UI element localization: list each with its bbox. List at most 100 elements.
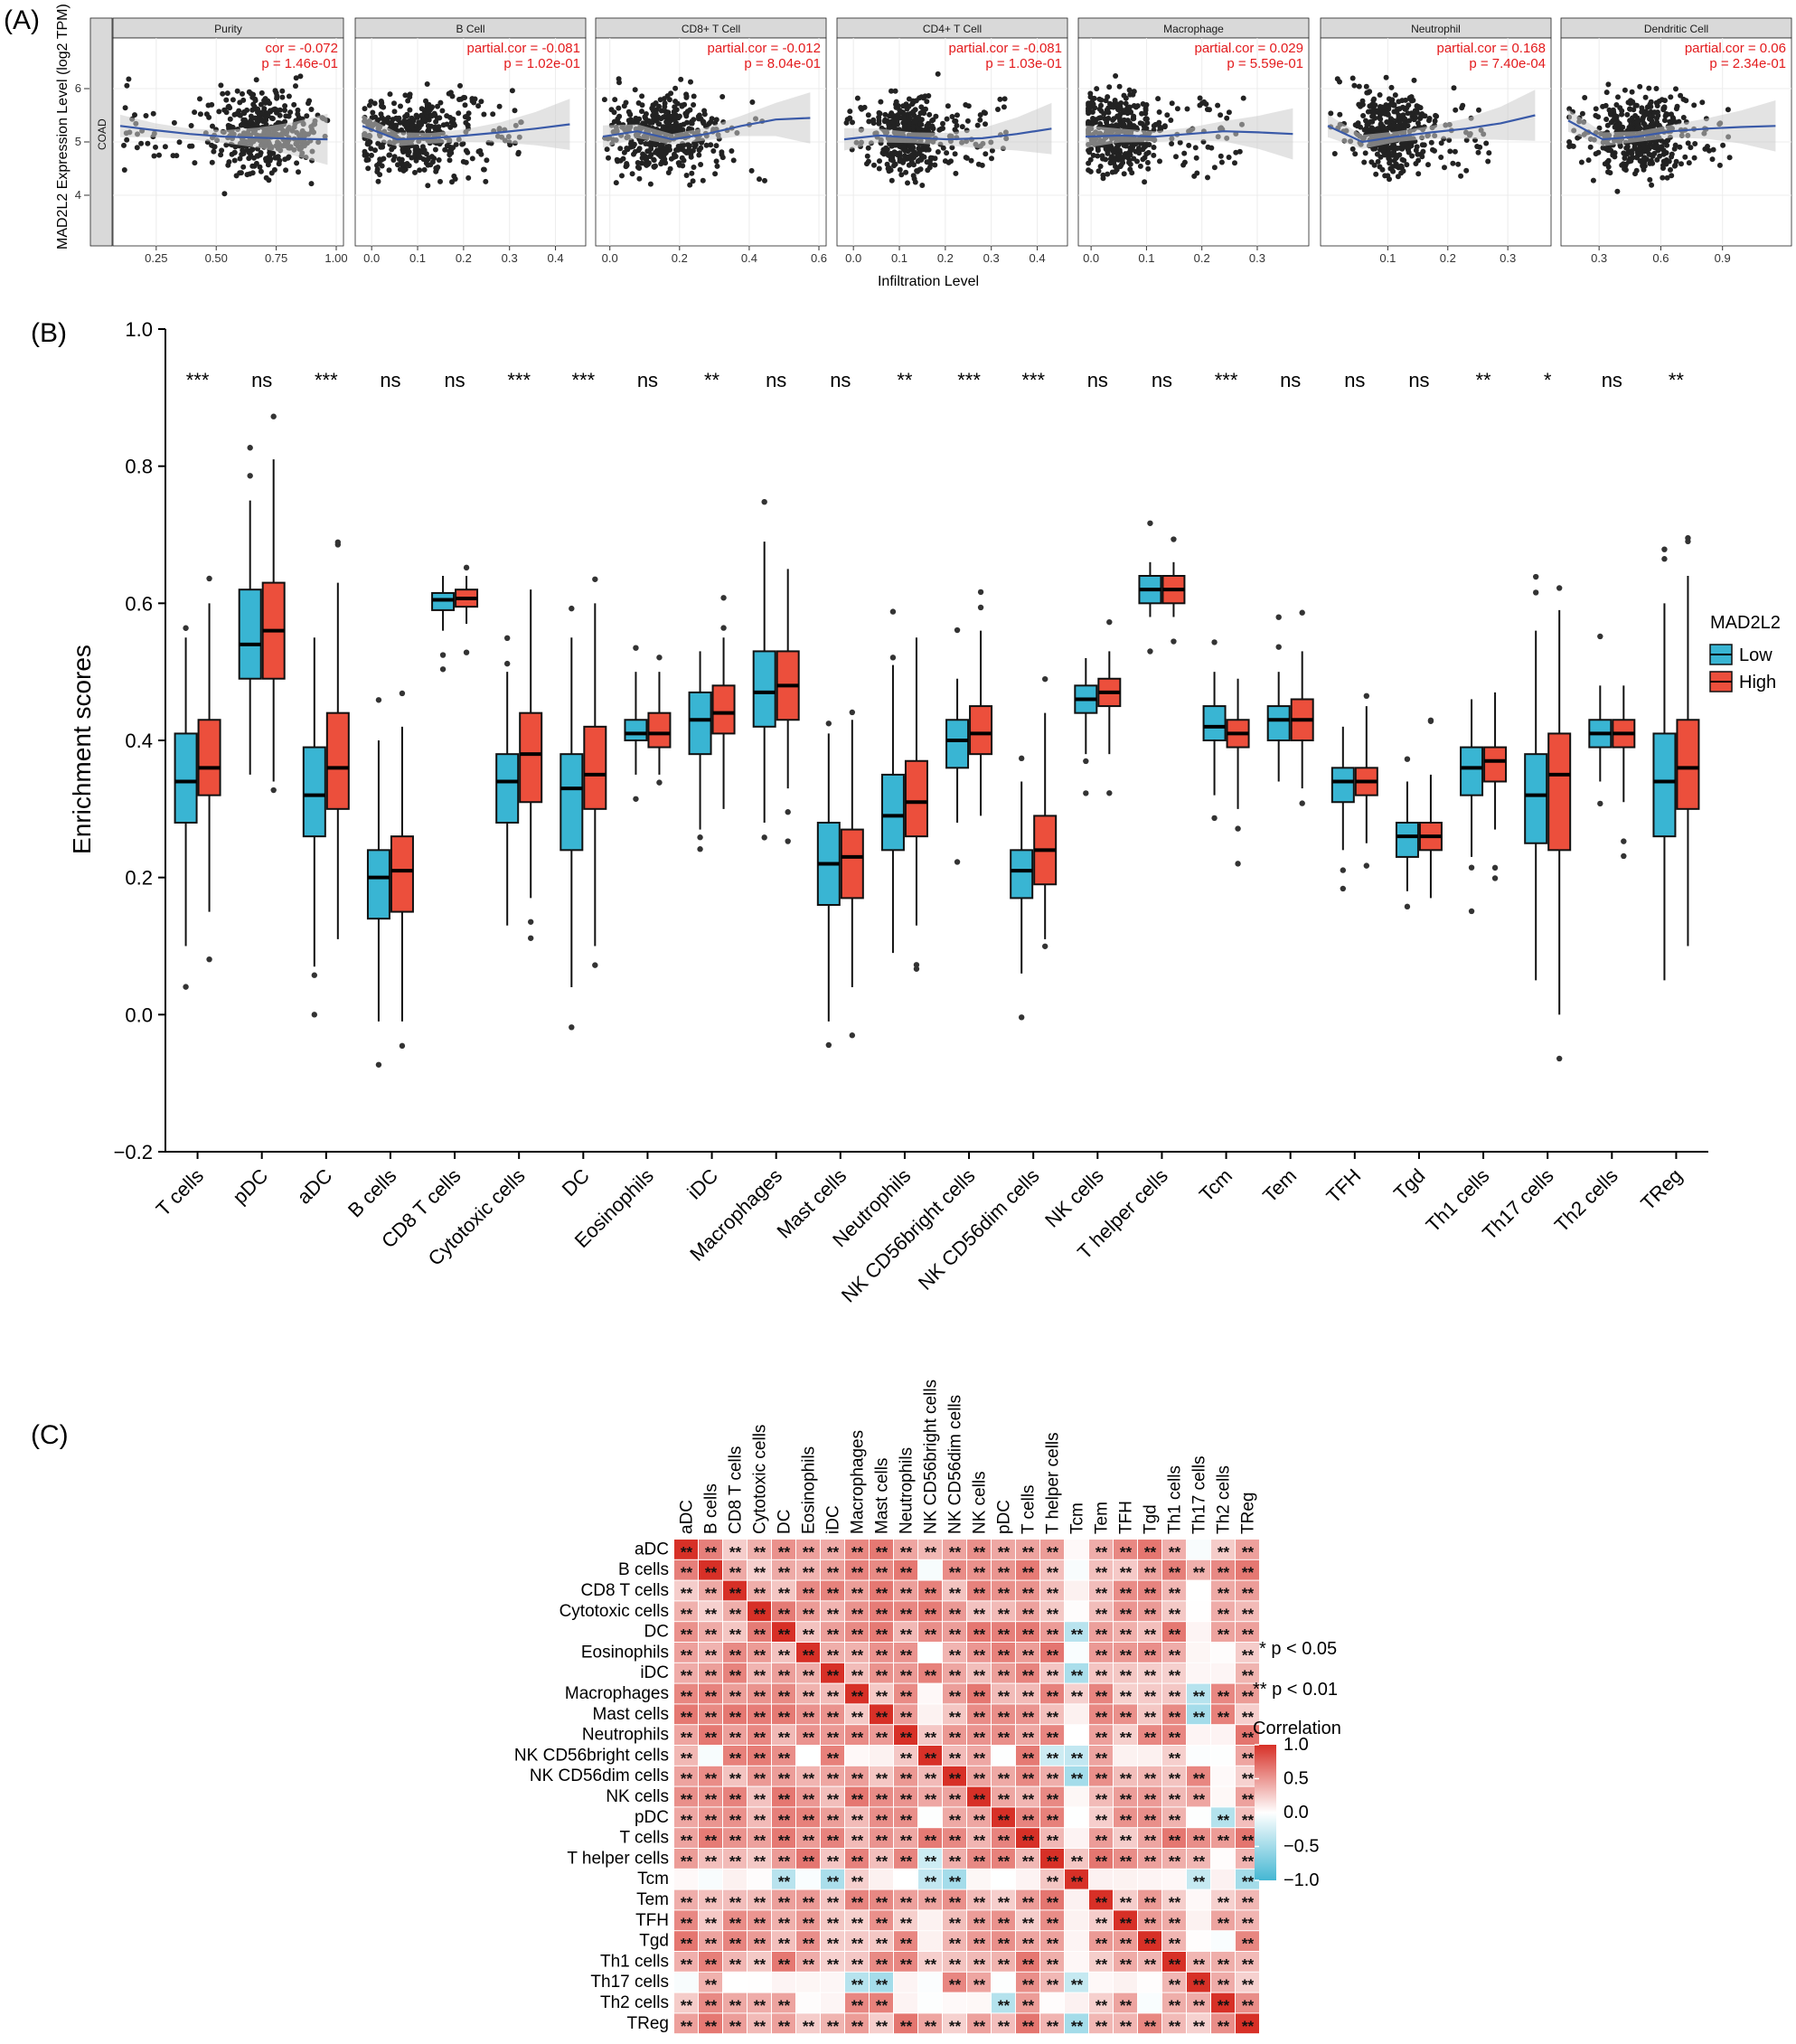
significance-star: ** [729,1791,742,1808]
significance-star: ** [1047,1688,1059,1705]
significance-star: ** [876,1667,889,1684]
scatter-point [1087,104,1094,110]
colorbar-tick-label: 1.0 [1284,1735,1309,1755]
significance-star: ** [1144,1770,1157,1787]
scatter-point [945,103,951,109]
scatter-point [258,101,264,108]
outlier-point [270,413,277,419]
scatter-point [1409,153,1415,159]
significance-star: ** [1095,1791,1108,1808]
scatter-point [644,162,650,168]
significance-label: * [1544,369,1552,391]
x-tick-label: 0.3 [983,251,1000,265]
heatmap-cell [1187,1601,1210,1622]
significance-star: ** [949,1729,962,1747]
scatter-point [661,127,667,132]
heatmap-cell [1065,1601,1088,1622]
scatter-point [876,120,882,127]
outlier-point [761,834,767,841]
row-label: T helper cells [567,1849,669,1868]
row-strip [89,17,113,247]
scatter-point [1375,109,1381,115]
significance-star: ** [705,1770,718,1787]
heatmap-cell [821,1992,844,2013]
significance-star: ** [949,1791,962,1808]
outlier-point [1363,862,1370,869]
significance-star: ** [1071,2018,1084,2035]
significance-star: ** [1218,1564,1230,1581]
significance-star: ** [754,1729,766,1747]
heatmap-cell [967,1992,991,2013]
significance-star: ** [778,1606,791,1623]
scatter-point [1408,143,1415,149]
scatter-point [255,106,261,112]
outlier-point [334,539,342,546]
scatter-point [1140,101,1146,107]
scatter-point [143,113,149,118]
significance-star: ** [754,1709,766,1726]
outlier-point [889,608,897,615]
heatmap-cell [1187,1580,1210,1601]
scatter-point [1463,167,1470,174]
scatter-point [261,106,268,112]
significance-star: ** [876,1894,889,1911]
scatter-point [362,106,368,112]
col-label: T cells [1019,1484,1038,1534]
significance-star: ** [876,1770,889,1787]
significance-star: ** [851,1585,864,1602]
scatter-point [748,167,755,174]
significance-star: ** [1242,1852,1255,1870]
scatter-point [412,169,418,175]
significance-label: ** [897,369,913,391]
scatter-point [244,147,250,153]
heatmap-cell [674,1869,698,1889]
scatter-point [418,112,425,118]
significance-star: ** [1071,1667,1084,1684]
row-label: DC [644,1623,669,1642]
scatter-point [968,157,974,164]
scatter-point [224,90,230,97]
significance-star: ** [729,1894,742,1911]
significance-star: ** [900,1812,913,1829]
scatter-point [656,103,662,109]
scatter-point [953,170,959,176]
significance-star: ** [1047,1812,1059,1829]
significance-star: ** [1218,1606,1230,1623]
significance-star: ** [827,1936,840,1953]
significance-star: ** [998,1688,1011,1705]
scatter-point [464,113,470,119]
significance-star: ** [1242,1812,1255,1829]
significance-star: ** [729,1543,742,1560]
significance-star: ** [778,1915,791,1932]
scatter-point [613,180,619,186]
scatter-point [1663,161,1669,167]
heatmap-cell [918,1704,942,1725]
scatter-point [387,91,393,98]
scatter-point [1208,145,1215,151]
scatter-point [1667,118,1673,125]
scatter-point [1644,104,1650,110]
scatter-point [421,147,428,154]
significance-star: ** [998,1709,1011,1726]
significance-star: ** [1218,1709,1230,1726]
scatter-point [1388,84,1395,90]
scatter-point [1476,107,1481,113]
scatter-point [876,114,882,120]
scatter-point [396,156,402,162]
significance-star: ** [876,1812,889,1829]
col-label: Th2 cells [1214,1465,1233,1534]
scatter-point [267,152,273,158]
x-tick-label: 0.2 [1194,251,1210,265]
scatter-point [690,178,696,184]
scatter-point [651,116,657,122]
scatter-point [1095,153,1101,159]
scatter-point [268,170,275,176]
significance-star: ** [851,1955,864,1973]
col-label: TFH [1116,1501,1135,1534]
x-tick-label: 0.1 [1379,251,1396,265]
scatter-point [304,113,310,119]
heatmap-cell [1065,1559,1088,1580]
scatter-point [174,153,180,159]
scatter-point [878,99,884,105]
row-label: Tcm [637,1870,669,1889]
